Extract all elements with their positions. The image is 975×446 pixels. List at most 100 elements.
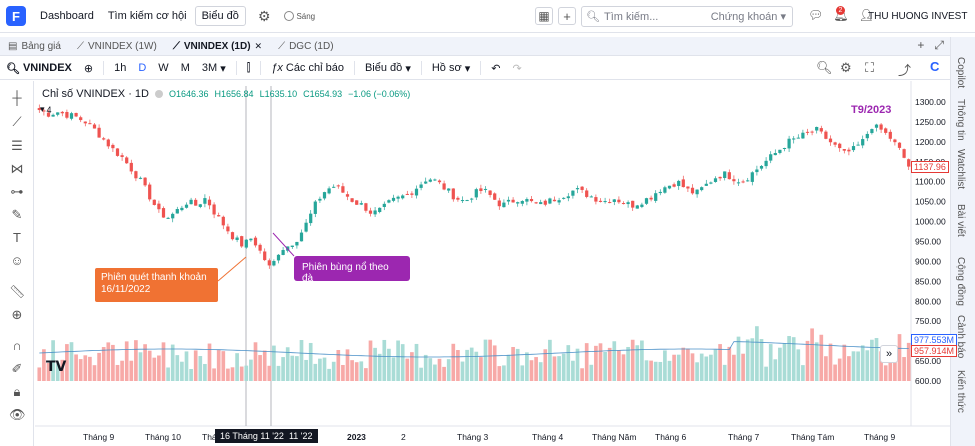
text-icon[interactable]: T [13,230,21,245]
scroll-right-button[interactable]: » [880,345,898,363]
candle-body [677,180,681,186]
app-logo[interactable]: F [6,6,26,26]
volume-bar [635,345,640,381]
interval-d[interactable]: D [138,62,147,74]
interval-1h[interactable]: 1h [114,62,127,74]
candle-body [884,128,888,133]
interval-3m[interactable]: 3M ▾ [201,62,226,75]
add-tab-icon[interactable]: + [917,38,925,52]
close-icon[interactable]: ✕ [254,40,263,51]
volume-bar [851,351,856,381]
redo-icon[interactable]: ↷ [512,62,522,75]
candle-body [460,200,465,202]
chart-type-dropdown[interactable]: Biểu đồ ▾ [364,62,411,75]
zoom-icon[interactable]: ⊕ [11,307,23,322]
nav-dashboard[interactable]: Dashboard [40,10,94,22]
volume-bar [327,368,331,381]
right-tab-info[interactable]: Thông tin [955,99,966,141]
interval-w[interactable]: W [158,62,169,74]
tab-price-board[interactable]: ▤ Bảng giá [0,37,69,56]
undo-icon[interactable]: ↶ [491,62,501,75]
brand-icon[interactable]: C [930,59,940,74]
indicators-button[interactable]: ƒx Các chỉ báo [265,62,350,74]
ruler-icon[interactable]: 📏︎ [9,284,26,299]
crosshair-icon[interactable]: ┼ [12,90,22,105]
indicator-counter[interactable]: ▾ 4 [40,104,52,115]
right-tab-knowledge[interactable]: Kiến thức [955,370,966,413]
candle-body [322,192,327,199]
x-tick-label: Tháng 6 [655,432,686,442]
volume-bar [658,361,663,381]
right-tab-alerts[interactable]: Cảnh báo [955,315,966,359]
brush-icon[interactable]: ✎ [11,207,23,222]
quick-search-icon[interactable]: 🔍︎ [816,60,833,75]
y-tick-label: 1050.00 [915,197,946,207]
volume-bar [479,357,483,381]
chat-icon[interactable]: 💬︎ [808,8,824,22]
volume-bar [474,351,479,381]
lock-icon[interactable]: 🔒︎ [13,384,21,399]
symbol-label: VNINDEX [22,62,72,74]
annotation-breakout[interactable]: Phiên bùng nổ theo đà [294,256,410,284]
candle-body [907,159,911,167]
volume-bar [175,355,180,381]
volume-bar [226,368,230,381]
add-button[interactable]: + [558,7,576,25]
user-icon[interactable]: 👤︎ [858,8,874,22]
tab-vnindex-1d[interactable]: ⟋ VNINDEX (1D) ✕ [165,37,270,56]
right-tab-copilot[interactable]: Copilot [955,57,966,89]
candle-body [562,197,566,199]
candle-body [332,186,336,188]
user-name[interactable]: THU HUONG INVEST [868,11,968,22]
symbol-search[interactable]: 🔍︎ VNINDEX [0,62,78,75]
right-tab-posts[interactable]: Bài viết [955,204,966,237]
volume-bar [745,339,750,381]
volume-bar [60,359,65,381]
volume-bar [801,365,805,381]
lock-drawing-icon[interactable]: ✐ [11,361,23,376]
y-tick-label: 1300.00 [915,97,946,107]
interval-m[interactable]: M [180,62,190,74]
right-tab-community[interactable]: Cộng đồng [955,257,966,306]
tab-dgc-1d[interactable]: ⟋ DGC (1D) [270,37,341,56]
candle-body [700,187,704,191]
last-price-tag: 1137.96 [911,161,949,173]
compare-icon[interactable]: ⊕ [83,62,94,75]
nav-find-opportunity[interactable]: Tìm kiếm cơ hội [107,10,187,22]
candle-body [511,199,515,203]
x-tick-label: Tháng 4 [532,432,563,442]
magnet-icon[interactable]: ∩ [12,338,22,353]
volume-bar [442,366,446,381]
profile-dropdown[interactable]: Hồ sơ ▾ [431,62,471,75]
nav-chart-button[interactable]: Biểu đồ [194,6,246,26]
candle-body [281,250,285,255]
emoji-icon[interactable]: ☺ [10,253,24,268]
right-tab-watchlist[interactable]: Watchlist [955,149,966,190]
volume-bar [897,334,902,381]
annotation-t9[interactable]: T9/2023 [851,104,892,116]
share-icon[interactable]: ⤴ [898,63,912,78]
trendline-icon[interactable]: ⟋ [12,114,22,129]
tab-vnindex-1w[interactable]: ⟋ VNINDEX (1W) [69,37,165,56]
fullscreen-chart-icon[interactable]: ⛶ [865,60,875,75]
layout-grid-button[interactable]: ▦ [535,7,553,25]
y-tick-label: 750.00 [915,316,941,326]
measure-icon[interactable]: ⊶ [10,184,24,199]
pattern-icon[interactable]: ⋈ [10,161,24,176]
theme-toggle[interactable]: Sáng [284,11,315,21]
candle-body [419,184,423,188]
search-box[interactable]: 🔍︎ Tìm kiếm... Chứng khoán ▾ [581,6,793,27]
gear-icon[interactable]: ⚙ [257,7,271,24]
settings-icon[interactable]: ⚙ [840,60,852,75]
search-input[interactable]: Tìm kiếm... [603,10,659,23]
price-chart[interactable]: 1300.001250.001200.001150.001100.001050.… [35,81,950,446]
candle-body [479,188,483,192]
eye-icon[interactable]: 👁︎ [9,407,26,422]
candle-type-icon[interactable]: ⫿ [246,61,251,74]
search-category-select[interactable]: Chứng khoán ▾ [710,11,786,23]
fullscreen-icon[interactable]: ⤢ [934,38,944,52]
volume-bar [695,362,699,381]
annotation-sweep[interactable]: Phiên quét thanh khoản 16/11/2022 [95,268,218,302]
horizontal-lines-icon[interactable]: ☰ [11,138,23,153]
candle-body [120,155,124,157]
